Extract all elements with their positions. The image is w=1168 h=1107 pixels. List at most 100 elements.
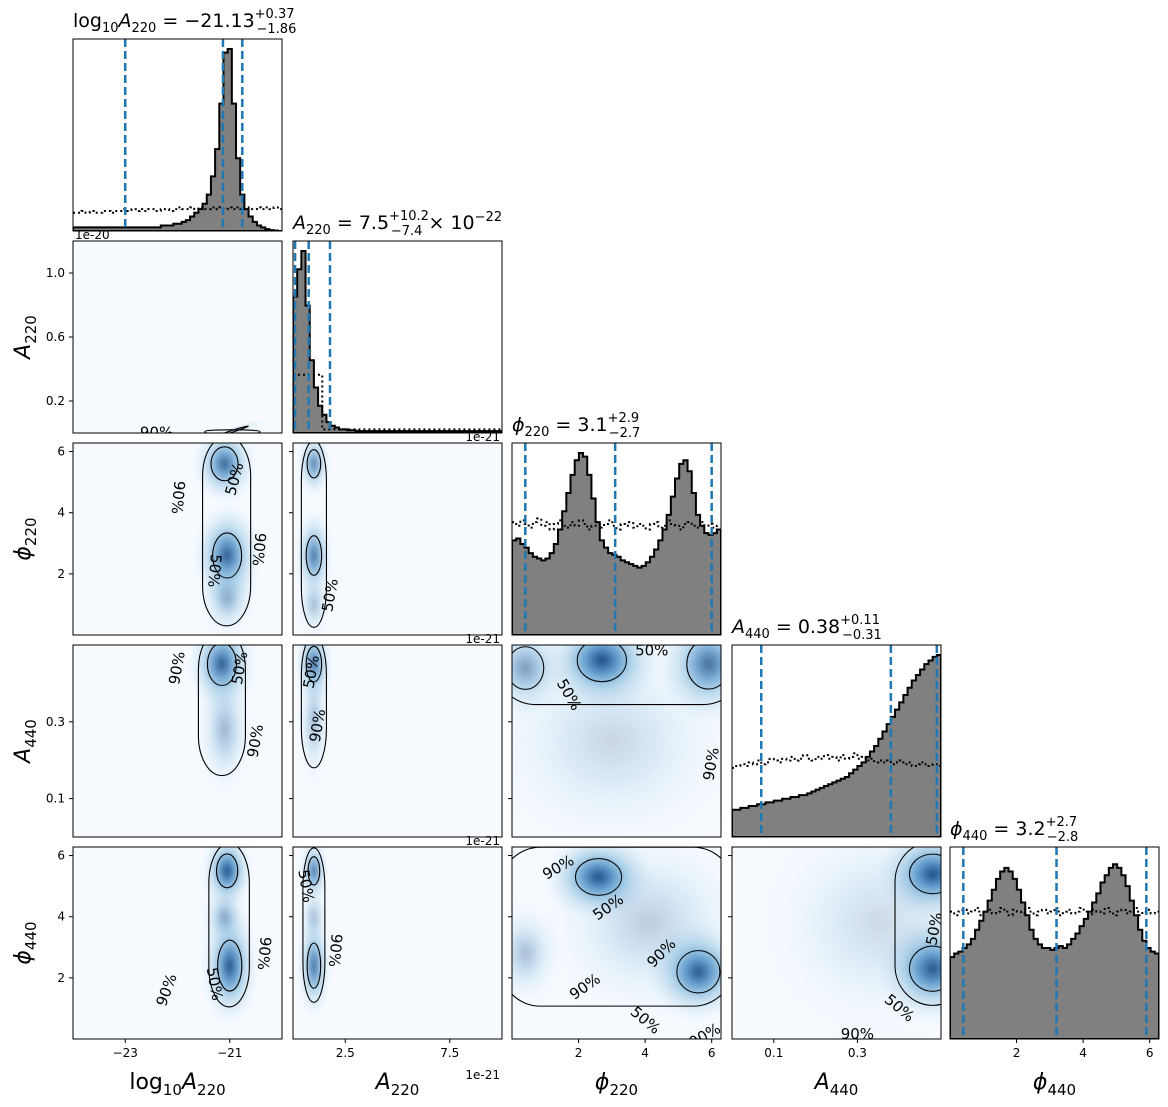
x-tick-label: 6 [708, 1046, 716, 1060]
histogram-panel-phi440 [949, 846, 1160, 1040]
panel-frame [731, 644, 942, 838]
contour-label: 50% [228, 650, 252, 686]
density-panel-phi440-vs-phi220: 90%50%90%90%50% 90% [511, 846, 722, 1040]
density-panel-phi220-vs-log10A220: 90%50%50%90% [72, 442, 283, 636]
panels-layer: 90%90%50%50%90%50%90% 50%90%50%90%50%50%9… [72, 38, 1160, 1043]
contour-label: 50% [294, 868, 318, 904]
density-blob [192, 443, 257, 505]
density-blob [300, 883, 328, 951]
contour-90 [512, 696, 721, 706]
x-axis-label-log10A220: log10A220 [129, 1070, 225, 1099]
density-blob [531, 847, 721, 1031]
x-tick-label: −21 [217, 1046, 242, 1060]
density-panel-A440-vs-phi220: 50%50%90% [511, 641, 723, 838]
y-axis-label-phi220: ϕ220 [11, 517, 40, 560]
panel-frame [292, 846, 503, 1040]
density-blob [297, 654, 330, 790]
density-panel-A440-vs-A220: 50% 90% [292, 644, 503, 838]
contour-label: 50% [635, 641, 668, 659]
contour-label: 90% [249, 532, 270, 567]
prior-histogram [732, 752, 941, 769]
contour-label: 90% [140, 424, 173, 442]
contour-label: 90% [841, 1025, 874, 1043]
exponent-label: 1e-21 [465, 430, 500, 444]
posterior-histogram [732, 654, 941, 837]
histogram-panel-phi220 [511, 442, 722, 636]
contour-90 [208, 847, 250, 1008]
y-tick-label: 0.1 [46, 792, 65, 806]
contour-90 [894, 847, 941, 1006]
contour-label: 50% [300, 654, 324, 690]
density-blob [297, 443, 330, 498]
y-tick-label: 4 [57, 506, 65, 520]
x-exponent-A220: 1e-21 [465, 1068, 500, 1082]
param-title-A220: A220 = 7.5+10.2 −7.4 × 10−22 [291, 209, 502, 239]
contour-90 [204, 429, 261, 433]
y-tick-label: 0.6 [46, 330, 65, 344]
y-axis-label-A440: A440 [11, 719, 40, 765]
density-panel-A220-vs-log10A220: 90% [72, 240, 283, 442]
density-blob [194, 418, 271, 433]
y-tick-label: 4 [57, 910, 65, 924]
prior-histogram [293, 373, 502, 431]
contour-label: 90% [699, 746, 723, 782]
density-panel-phi440-vs-A220: 50% 90% [292, 846, 503, 1040]
panel-background [73, 241, 282, 433]
histogram-panel-A440 [731, 644, 942, 838]
x-tick-label: 0.1 [764, 1046, 783, 1060]
posterior-histogram [73, 48, 282, 231]
panel-frame [731, 846, 942, 1040]
panel-frame [511, 442, 722, 636]
panel-background [293, 241, 502, 433]
x-tick-label: 2 [575, 1046, 583, 1060]
density-blob [201, 883, 248, 951]
density-panel-phi220-vs-A220: 50% [292, 442, 503, 636]
panel-frame [949, 846, 1160, 1040]
panel-frame [72, 846, 283, 1040]
y-tick-label: 0.2 [46, 394, 65, 408]
param-title-A440: A440 = 0.38+0.11 −0.31 [730, 613, 882, 643]
y-tick-label: 6 [57, 445, 65, 459]
panel-frame [292, 442, 503, 636]
contour-90 [302, 847, 326, 1003]
x-tick-label: −23 [113, 1046, 138, 1060]
contour-label: 90% [244, 723, 268, 759]
density-blob [512, 899, 562, 1008]
contour-label: 90% [168, 480, 189, 515]
panel-frame [292, 644, 503, 838]
x-tick-label: 4 [641, 1046, 649, 1060]
exponent-log10A220: 1e-20 [75, 228, 110, 242]
param-title-log10A220: log10A220 = −21.13+0.37 −1.86 [73, 7, 296, 37]
contour-50 [306, 449, 322, 479]
contour-label: 90% [306, 708, 330, 744]
y-tick-label: 0.3 [46, 715, 65, 729]
contour-label: 90% [325, 933, 346, 968]
prior-histogram [950, 906, 1159, 917]
y-axis-label-A220: A220 [11, 315, 40, 361]
x-axis-label-A220: A220 [374, 1070, 420, 1099]
prior-histogram [73, 206, 282, 214]
x-axis-label-phi220: ϕ220 [595, 1070, 638, 1099]
x-tick-label: 4 [1079, 1046, 1087, 1060]
contour-label: 90% [254, 936, 275, 971]
x-tick-label: 2.5 [336, 1046, 355, 1060]
panel-frame [72, 442, 283, 636]
density-panel-A440-vs-log10A220: 90% 50% 90% [72, 644, 283, 838]
posterior-histogram [512, 452, 721, 635]
y-tick-label: 1.0 [46, 266, 65, 280]
y-tick-label: 6 [57, 849, 65, 863]
contour-label: 50% [204, 553, 225, 588]
contour-50 [210, 446, 239, 482]
exponent-label: 1e-21 [465, 632, 500, 646]
contour-90 [300, 645, 327, 769]
x-axis-label-phi440: ϕ440 [1033, 1070, 1076, 1099]
x-tick-label: 7.5 [440, 1046, 459, 1060]
posterior-histogram [293, 250, 502, 433]
panel-frame [72, 38, 283, 232]
panel-frame [292, 240, 503, 434]
panel-frame [511, 644, 722, 838]
x-tick-label: 2 [1013, 1046, 1021, 1060]
annotation-layer: log10A220 = −21.13+0.37 −1.86 A220 = 7.5+1… [11, 7, 1154, 1099]
param-title-phi220: ϕ220 = 3.1+2.9 −2.7 [512, 411, 640, 441]
